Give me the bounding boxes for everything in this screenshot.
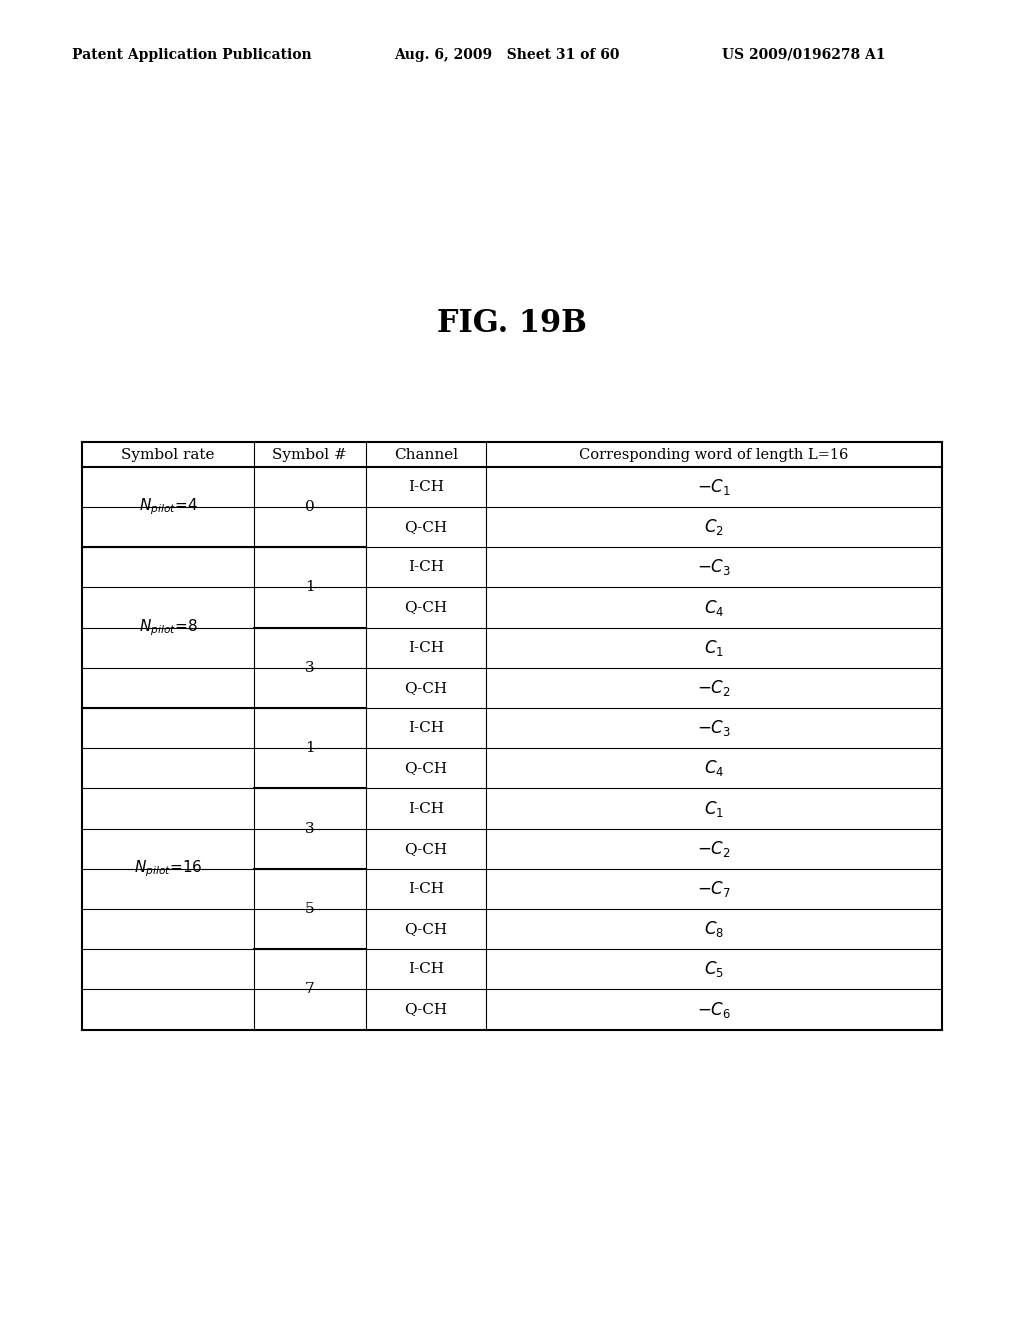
Text: 1: 1: [305, 581, 314, 594]
Text: Q-CH: Q-CH: [404, 681, 447, 694]
Text: $N_{pilot}$=16: $N_{pilot}$=16: [134, 858, 202, 879]
Text: Corresponding word of length L=16: Corresponding word of length L=16: [580, 447, 849, 462]
Text: $-C_{6}$: $-C_{6}$: [697, 999, 731, 1019]
Text: I-CH: I-CH: [408, 721, 444, 735]
Text: $-C_{3}$: $-C_{3}$: [697, 718, 731, 738]
Text: Channel: Channel: [394, 447, 458, 462]
Text: 5: 5: [305, 902, 314, 916]
Text: 1: 1: [305, 742, 314, 755]
Text: Aug. 6, 2009   Sheet 31 of 60: Aug. 6, 2009 Sheet 31 of 60: [394, 48, 620, 62]
Text: Q-CH: Q-CH: [404, 923, 447, 936]
Text: $N_{pilot}$=4: $N_{pilot}$=4: [138, 496, 198, 517]
Text: Symbol rate: Symbol rate: [121, 447, 215, 462]
Text: I-CH: I-CH: [408, 962, 444, 977]
Text: I-CH: I-CH: [408, 480, 444, 494]
Text: $-C_{2}$: $-C_{2}$: [697, 678, 731, 698]
Text: $N_{pilot}$=8: $N_{pilot}$=8: [138, 618, 198, 638]
Text: $C_{4}$: $C_{4}$: [703, 598, 724, 618]
Text: Symbol #: Symbol #: [272, 447, 347, 462]
Text: $C_{1}$: $C_{1}$: [705, 799, 724, 818]
Text: $-C_{1}$: $-C_{1}$: [697, 477, 731, 496]
Text: I-CH: I-CH: [408, 640, 444, 655]
Text: US 2009/0196278 A1: US 2009/0196278 A1: [722, 48, 886, 62]
Text: 7: 7: [305, 982, 314, 997]
Text: $C_{1}$: $C_{1}$: [705, 638, 724, 657]
Text: Q-CH: Q-CH: [404, 520, 447, 535]
Text: Q-CH: Q-CH: [404, 842, 447, 855]
Text: $C_{8}$: $C_{8}$: [705, 919, 724, 939]
Text: 3: 3: [305, 821, 314, 836]
Text: $-C_{2}$: $-C_{2}$: [697, 838, 731, 859]
Text: Q-CH: Q-CH: [404, 762, 447, 775]
Text: $C_{2}$: $C_{2}$: [705, 517, 724, 537]
Text: $C_{5}$: $C_{5}$: [705, 960, 724, 979]
Text: $-C_{3}$: $-C_{3}$: [697, 557, 731, 577]
Text: Q-CH: Q-CH: [404, 601, 447, 615]
Text: $-C_{7}$: $-C_{7}$: [697, 879, 731, 899]
Text: I-CH: I-CH: [408, 801, 444, 816]
Text: 0: 0: [305, 500, 314, 513]
Text: 3: 3: [305, 661, 314, 675]
Text: Q-CH: Q-CH: [404, 1002, 447, 1016]
Text: I-CH: I-CH: [408, 882, 444, 896]
Text: FIG. 19B: FIG. 19B: [437, 308, 587, 339]
Text: $C_{4}$: $C_{4}$: [703, 758, 724, 779]
Text: Patent Application Publication: Patent Application Publication: [72, 48, 311, 62]
Text: I-CH: I-CH: [408, 561, 444, 574]
